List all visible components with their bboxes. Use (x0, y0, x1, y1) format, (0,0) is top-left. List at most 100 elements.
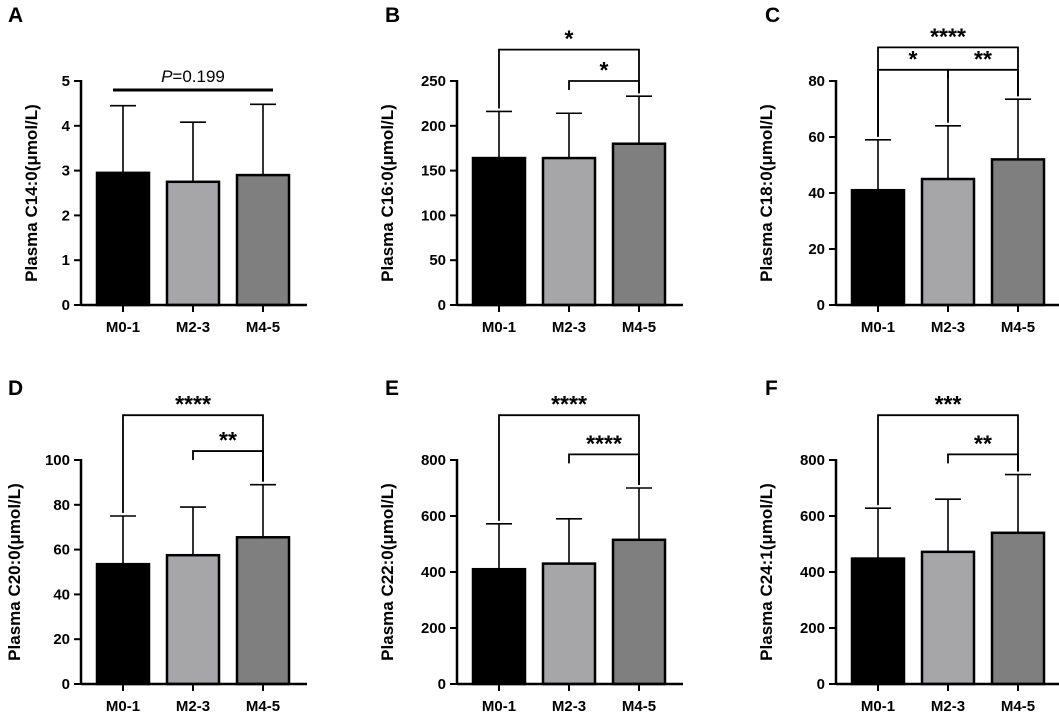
y-tick-label: 600 (800, 508, 825, 525)
x-tick-label: M2-3 (931, 319, 965, 336)
significance-stars: ** (974, 46, 992, 72)
y-tick-label: 400 (421, 564, 446, 581)
bar-m0-1 (850, 188, 906, 307)
significance-bracket (192, 450, 264, 482)
y-tick-label: 4 (62, 118, 71, 135)
significance-bracket (498, 48, 640, 109)
panel-letter: A (8, 4, 23, 27)
significance-stars: * (909, 46, 918, 72)
bar-m0-1 (471, 156, 527, 307)
x-tick-label: M4-5 (622, 319, 656, 336)
x-tick-label: M0-1 (106, 698, 140, 713)
bar-m4-5 (611, 142, 667, 307)
panel-letter: F (765, 377, 778, 400)
x-tick-label: M2-3 (552, 698, 586, 713)
bar-m0-1 (95, 171, 151, 307)
y-tick-label: 250 (421, 73, 446, 90)
y-tick-label: 200 (421, 620, 446, 637)
bar-m4-5 (611, 538, 667, 686)
y-tick-label: 400 (800, 564, 825, 581)
y-tick-label: 5 (62, 73, 70, 90)
y-tick-label: 50 (429, 252, 446, 269)
y-tick-label: 600 (421, 508, 446, 525)
y-tick-label: 1 (62, 252, 70, 269)
bar-m2-3 (541, 156, 597, 307)
y-tick-label: 20 (808, 241, 825, 258)
x-tick-label: M2-3 (176, 319, 210, 336)
y-tick-label: 80 (53, 497, 70, 514)
y-tick-label: 200 (800, 620, 825, 637)
y-tick-label: 40 (808, 185, 825, 202)
y-axis-label: Plasma C20:0(μmol/L) (5, 483, 24, 661)
significance-bracket (877, 68, 949, 137)
bar-m4-5 (990, 531, 1046, 686)
significance-stars: * (600, 57, 609, 83)
panel-letter: D (8, 377, 23, 400)
significance-bracket (122, 414, 264, 513)
y-axis-label: Plasma C24:1(μmol/L) (757, 483, 776, 661)
x-tick-label: M0-1 (106, 319, 140, 336)
significance-stars: **** (930, 23, 966, 49)
y-tick-label: 0 (438, 297, 446, 314)
y-tick-label: 3 (62, 163, 70, 180)
x-tick-label: M0-1 (861, 319, 895, 336)
bar-m2-3 (541, 562, 597, 686)
bar-m0-1 (850, 557, 906, 686)
bar-m2-3 (920, 177, 976, 307)
panel-f: F Plasma C24:1(μmol/L) 0 200 400 600 800 M0-1 M2… (757, 377, 1059, 713)
y-tick-label: 800 (421, 452, 446, 469)
x-tick-label: M4-5 (622, 698, 656, 713)
significance-stars: **** (551, 391, 587, 417)
y-tick-label: 100 (45, 452, 70, 469)
y-axis-label: Plasma C16:0(μmol/L) (378, 104, 397, 282)
bar-m0-1 (471, 567, 527, 686)
bar-m4-5 (990, 158, 1046, 307)
significance-stars: * (565, 26, 574, 52)
y-tick-label: 0 (817, 676, 825, 693)
panel-b: B Plasma C16:0(μmol/L) 0 50 100 150 200 250 M0-1… (378, 4, 683, 336)
y-tick-label: 0 (438, 676, 446, 693)
y-tick-label: 0 (62, 297, 70, 314)
x-tick-label: M4-5 (1001, 698, 1035, 713)
y-axis-label: Plasma C18:0(μmol/L) (757, 104, 776, 282)
panel-a: A Plasma C14:0(μmol/L) 0 1 2 3 4 5 M0-1 M2-3 M4-5 P… (8, 4, 307, 336)
panel-letter: C (765, 4, 780, 27)
bar-m0-1 (95, 562, 151, 686)
x-tick-label: M0-1 (861, 698, 895, 713)
significance-bracket (568, 453, 640, 485)
y-tick-label: 0 (817, 297, 825, 314)
y-tick-label: 100 (421, 207, 446, 224)
y-tick-label: 0 (62, 676, 70, 693)
panel-letter: B (385, 4, 400, 27)
significance-bracket (877, 414, 1019, 506)
significance-stars: ** (974, 430, 992, 456)
y-tick-label: 60 (53, 542, 70, 559)
y-tick-label: 200 (421, 118, 446, 135)
y-axis-label: Plasma C22:0(μmol/L) (378, 483, 397, 661)
bar-m2-3 (920, 550, 976, 686)
x-tick-label: M4-5 (246, 319, 280, 336)
significance-bracket (568, 80, 640, 94)
significance-bracket (947, 453, 1019, 472)
y-tick-label: 20 (53, 631, 70, 648)
y-tick-label: 40 (53, 586, 70, 603)
y-tick-label: 800 (800, 452, 825, 469)
x-tick-label: M2-3 (176, 698, 210, 713)
x-tick-label: M0-1 (482, 698, 516, 713)
significance-stars: **** (175, 391, 211, 417)
y-tick-label: 2 (62, 207, 70, 224)
significance-stars: *** (935, 391, 962, 417)
x-tick-label: M4-5 (246, 698, 280, 713)
bar-m2-3 (165, 553, 221, 686)
y-tick-label: 150 (421, 163, 446, 180)
significance-bracket (498, 414, 640, 521)
x-tick-label: M2-3 (931, 698, 965, 713)
significance-bracket (947, 68, 1019, 97)
x-tick-label: M4-5 (1001, 319, 1035, 336)
p-value-label: P=0.199 (161, 67, 225, 86)
significance-stars: ** (219, 427, 237, 453)
y-axis-label: Plasma C14:0(μmol/L) (22, 104, 41, 282)
panel-c: C Plasma C18:0(μmol/L) 0 20 40 60 80 M0-1 M2-3 M4… (757, 4, 1059, 336)
panel-d: D Plasma C20:0(μmol/L) 0 20 40 60 80 100 M0-1 M2-… (5, 377, 307, 713)
